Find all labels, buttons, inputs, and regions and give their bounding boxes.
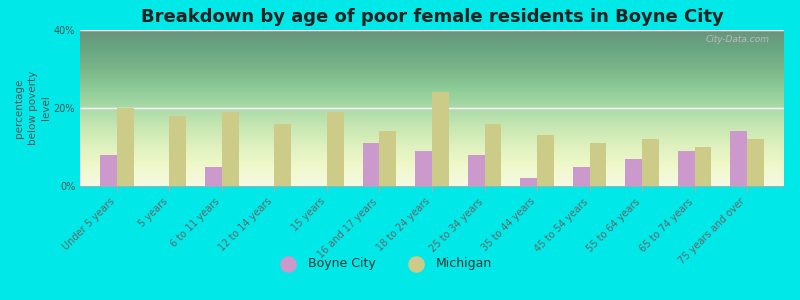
Text: City-Data.com: City-Data.com — [706, 35, 770, 44]
Bar — [222, 112, 238, 186]
Text: Boyne City: Boyne City — [308, 257, 376, 270]
Bar — [170, 116, 186, 186]
Bar — [415, 151, 432, 186]
Bar — [432, 92, 449, 186]
Title: Breakdown by age of poor female residents in Boyne City: Breakdown by age of poor female resident… — [141, 8, 723, 26]
Bar — [362, 143, 379, 186]
Bar — [573, 167, 590, 186]
Bar — [678, 151, 694, 186]
Bar — [327, 112, 344, 186]
Bar — [100, 155, 117, 186]
Bar — [520, 178, 537, 186]
Bar — [747, 139, 764, 186]
Bar — [730, 131, 747, 186]
Bar — [590, 143, 606, 186]
Bar — [626, 159, 642, 186]
Bar — [205, 167, 222, 186]
Bar — [117, 108, 134, 186]
Bar — [537, 135, 554, 186]
Bar — [694, 147, 711, 186]
Bar — [274, 124, 291, 186]
Bar — [642, 139, 659, 186]
Bar — [379, 131, 396, 186]
Y-axis label: percentage
below poverty
level: percentage below poverty level — [14, 71, 51, 145]
Bar — [485, 124, 502, 186]
Text: Michigan: Michigan — [436, 257, 492, 270]
Bar — [468, 155, 485, 186]
